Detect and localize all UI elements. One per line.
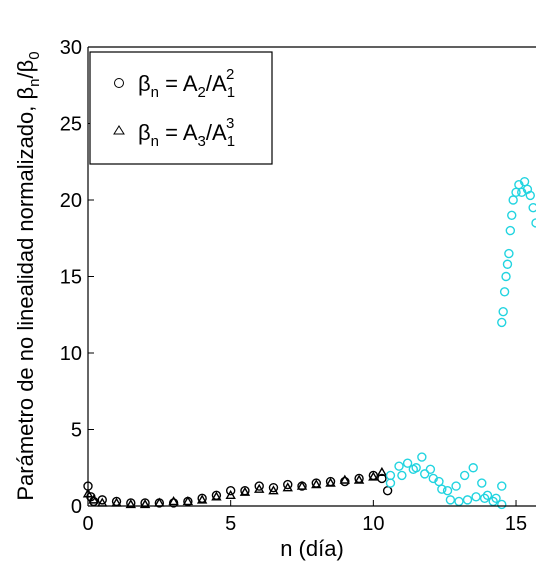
data-point [397, 470, 407, 481]
y-tick-label: 25 [60, 114, 82, 136]
data-point [445, 495, 456, 505]
legend-triangle-marker [113, 125, 125, 135]
data-point [325, 477, 336, 487]
data-point [168, 495, 179, 506]
data-point [420, 469, 430, 479]
tick-marks-layer: 0 5 10 15 0 5 10 15 20 25 30 [60, 37, 527, 535]
legend-box [89, 51, 273, 165]
data-point [311, 479, 322, 489]
data-point [97, 495, 107, 505]
data-point [499, 287, 510, 297]
y-tick-label: 0 [71, 496, 82, 518]
data-point [254, 483, 265, 493]
data-point [254, 481, 264, 491]
data-point [477, 478, 487, 488]
data-point [88, 494, 99, 504]
data-point [497, 481, 507, 491]
data-point [498, 306, 508, 317]
legend: βn = A2/A12 βn = A3/A13 [89, 51, 273, 165]
data-point [425, 464, 436, 474]
data-point [394, 461, 404, 471]
data-point [504, 248, 514, 259]
x-tick-label: 10 [362, 513, 384, 535]
data-point [468, 463, 478, 473]
data-point [368, 471, 379, 481]
data-point [502, 259, 513, 269]
y-tick-label: 5 [71, 420, 82, 442]
x-tick-label: 5 [225, 513, 236, 535]
data-point [402, 458, 413, 468]
data-point [196, 494, 208, 504]
data-point [531, 218, 536, 228]
y-tick-label: 20 [60, 190, 82, 212]
data-point [507, 210, 517, 221]
y-tick-label: 10 [60, 343, 82, 365]
x-tick-label: 15 [505, 513, 527, 535]
data-point [459, 470, 470, 481]
data-point [451, 481, 461, 491]
data-point [125, 499, 137, 509]
data-point [239, 486, 251, 496]
data-point [339, 474, 351, 484]
data-point [497, 317, 507, 328]
data-point [528, 202, 536, 213]
data-point [182, 495, 194, 506]
data-point [491, 493, 501, 504]
data-point [442, 486, 453, 496]
data-point [471, 492, 481, 502]
legend-entry-triangle: βn = A3/A13 [138, 115, 235, 150]
data-point [225, 486, 236, 496]
data-point [353, 474, 365, 484]
data-point [377, 473, 387, 484]
data-point [282, 482, 293, 492]
data-point [428, 473, 438, 484]
data-point [408, 464, 418, 474]
data-point [497, 499, 507, 510]
legend-entry-circle: βn = A2/A12 [138, 66, 235, 101]
data-point [462, 495, 473, 505]
data-point [525, 190, 535, 201]
data-point [479, 493, 490, 504]
data-point [385, 478, 396, 488]
data-point [340, 476, 350, 487]
data-point [417, 452, 427, 462]
y-tick-label: 30 [60, 37, 82, 59]
y-axis-title: Parámetro de no linealidad normalizado, … [13, 51, 43, 500]
data-point [501, 271, 511, 282]
data-point [376, 466, 388, 477]
y-tick-label: 15 [60, 267, 82, 289]
data-point [482, 490, 493, 500]
data-point [505, 225, 516, 236]
data-point [168, 498, 179, 508]
x-tick-label: 0 [82, 513, 93, 535]
data-point [211, 491, 222, 501]
data-point [268, 482, 279, 493]
data-point [437, 484, 447, 494]
data-point [139, 499, 151, 509]
x-axis-title: n (día) [280, 536, 344, 561]
data-point [225, 489, 236, 499]
data-point [268, 485, 279, 495]
data-point [283, 479, 293, 490]
data-point [296, 480, 308, 490]
legend-circle-marker [114, 78, 124, 88]
